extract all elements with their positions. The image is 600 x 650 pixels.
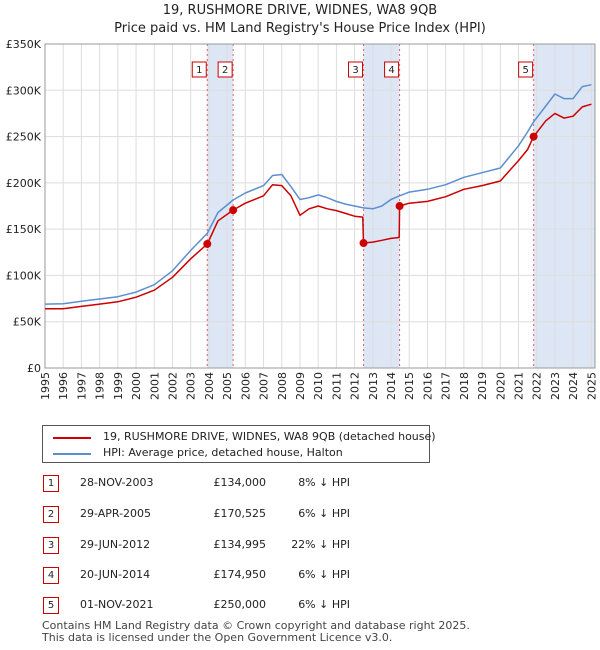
x-tick-label: 2002	[166, 372, 179, 400]
x-tick-label: 2014	[385, 372, 398, 400]
sale-price: £174,950	[213, 568, 267, 581]
x-tick-label: 2008	[276, 372, 289, 400]
sale-label-1: 1	[196, 65, 202, 76]
sale-number-badge: 2	[43, 506, 59, 523]
x-tick-label: 2009	[294, 372, 307, 400]
x-tick-label: 2007	[258, 372, 271, 400]
sale-number-badge: 5	[43, 597, 59, 614]
y-tick-label: £350K	[6, 38, 42, 51]
sale-label-4: 4	[388, 65, 394, 76]
y-tick-label: £0	[27, 362, 41, 375]
sale-date: 28-NOV-2003	[80, 476, 154, 489]
x-tick-label: 1998	[94, 372, 107, 400]
shaded-range-1	[207, 44, 234, 368]
sale-point-2	[229, 206, 238, 215]
chart-subtitle: Price paid vs. HM Land Registry's House …	[114, 21, 486, 36]
footer-copyright: Contains HM Land Registry data © Crown c…	[42, 619, 470, 632]
x-tick-label: 2000	[130, 372, 143, 400]
y-tick-label: £200K	[6, 177, 42, 190]
table-row: 1 28-NOV-2003 £134,000 8% ↓ HPI	[0, 474, 600, 494]
x-tick-label: 2020	[494, 372, 507, 400]
x-tick-label: 2016	[421, 372, 434, 400]
sale-date: 29-APR-2005	[80, 507, 152, 520]
sale-hpi-diff: 6% ↓ HPI	[298, 568, 350, 581]
table-row: 3 29-JUN-2012 £134,995 22% ↓ HPI	[0, 536, 600, 556]
shaded-range-3	[533, 44, 595, 368]
sale-number-badge: 1	[43, 475, 59, 492]
footer-attribution: Contains HM Land Registry data © Crown c…	[42, 620, 470, 644]
x-tick-label: 1995	[39, 372, 52, 400]
x-tick-label: 2015	[403, 372, 416, 400]
y-tick-label: £50K	[13, 316, 42, 329]
sale-point-5	[529, 132, 538, 141]
x-tick-label: 2024	[567, 372, 580, 400]
x-tick-label: 2003	[185, 372, 198, 400]
x-tick-label: 2013	[367, 372, 380, 400]
sale-price: £134,000	[213, 476, 267, 489]
table-row: 2 29-APR-2005 £170,525 6% ↓ HPI	[0, 505, 600, 525]
sale-point-3	[359, 239, 368, 248]
x-tick-label: 2010	[312, 372, 325, 400]
x-tick-label: 2025	[585, 372, 598, 400]
chart-title: 19, RUSHMORE DRIVE, WIDNES, WA8 9QB	[162, 3, 438, 18]
table-row: 5 01-NOV-2021 £250,000 6% ↓ HPI	[0, 596, 600, 616]
sale-label-box-3	[348, 61, 364, 78]
sale-number-badge: 3	[43, 537, 59, 554]
x-tick-label: 2019	[476, 372, 489, 400]
footer-licence: This data is licensed under the Open Gov…	[42, 631, 393, 644]
sale-price: £170,525	[213, 507, 267, 520]
sale-number-badge: 4	[43, 567, 59, 584]
sale-point-1	[203, 239, 212, 248]
legend-label-property: 19, RUSHMORE DRIVE, WIDNES, WA8 9QB (det…	[103, 430, 436, 443]
x-tick-label: 2006	[239, 372, 252, 400]
x-tick-label: 2001	[148, 372, 161, 400]
legend-swatch-hpi	[53, 453, 91, 455]
sale-label-box-5	[518, 61, 534, 78]
sale-label-box-4	[384, 61, 400, 78]
sale-label-5: 5	[522, 65, 528, 76]
x-tick-label: 1999	[112, 372, 125, 400]
table-row: 4 20-JUN-2014 £174,950 6% ↓ HPI	[0, 566, 600, 586]
y-tick-label: £300K	[6, 84, 42, 97]
sale-label-2: 2	[222, 65, 228, 76]
legend-swatch-property	[53, 437, 91, 439]
sale-date: 20-JUN-2014	[80, 568, 151, 581]
sale-date: 01-NOV-2021	[80, 598, 154, 611]
x-tick-label: 2018	[458, 372, 471, 400]
x-tick-label: 2012	[349, 372, 362, 400]
price-chart: 1 2 3 4 5 £0 £50K £100K £150K £200K £250K £300K £350…	[6, 38, 599, 400]
legend-label-hpi: HPI: Average price, detached house, Halt…	[103, 446, 343, 459]
x-tick-label: 1997	[75, 372, 88, 400]
x-tick-label: 2021	[513, 372, 526, 400]
x-tick-label: 2022	[531, 372, 544, 400]
y-tick-label: £150K	[6, 223, 42, 236]
sale-date: 29-JUN-2012	[80, 538, 151, 551]
chart-legend: 19, RUSHMORE DRIVE, WIDNES, WA8 9QB (det…	[42, 425, 436, 463]
sale-price: £134,995	[213, 538, 267, 551]
x-tick-label: 2011	[330, 372, 343, 400]
sale-label-box-1	[191, 61, 207, 78]
sale-label-3: 3	[352, 65, 358, 76]
hpi-series-line	[44, 83, 592, 305]
y-tick-label: £100K	[6, 269, 42, 282]
sale-hpi-diff: 6% ↓ HPI	[298, 507, 350, 520]
sale-hpi-diff: 22% ↓ HPI	[291, 538, 350, 551]
y-tick-label: £250K	[6, 131, 42, 144]
x-tick-label: 2023	[549, 372, 562, 400]
sale-hpi-diff: 8% ↓ HPI	[298, 476, 350, 489]
x-tick-label: 2004	[203, 372, 216, 400]
sale-point-4	[395, 202, 404, 211]
sale-hpi-diff: 6% ↓ HPI	[298, 598, 350, 611]
property-series-line	[45, 103, 592, 310]
x-tick-label: 1996	[57, 372, 70, 400]
sale-label-box-2	[217, 61, 233, 78]
x-tick-label: 2005	[221, 372, 234, 400]
plot-frame	[44, 43, 596, 369]
x-tick-label: 2017	[440, 372, 453, 400]
sale-price: £250,000	[213, 598, 267, 611]
